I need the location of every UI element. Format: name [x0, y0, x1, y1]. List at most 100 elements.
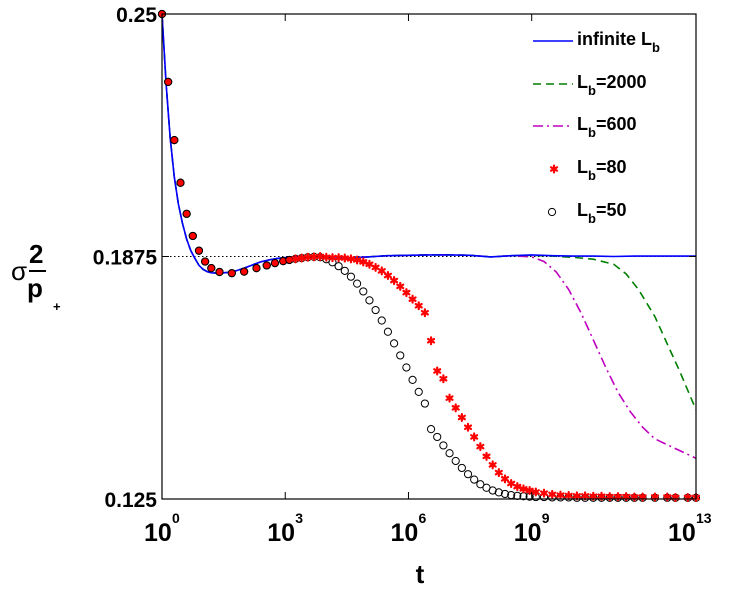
series-4-point — [476, 480, 485, 489]
series-3-point — [539, 488, 549, 498]
series-3-point — [201, 257, 210, 266]
series-3-point — [500, 474, 510, 484]
series-4-point — [365, 296, 374, 305]
series-3-point — [353, 255, 362, 265]
series-3-point — [207, 264, 216, 273]
series-3-point — [240, 267, 249, 276]
series-3-point — [215, 267, 224, 277]
legend-label: infinite Lb — [577, 29, 660, 55]
series-line-1 — [161, 13, 697, 411]
series-3-point — [340, 253, 349, 263]
series-3-point — [525, 485, 534, 495]
x-tick-label: 10 — [267, 519, 295, 547]
series-3-point — [445, 393, 454, 403]
x-tick-exponent: 6 — [418, 510, 426, 526]
series-4-point — [494, 488, 503, 497]
series-4-point — [420, 399, 429, 408]
series-3-point — [383, 271, 392, 281]
legend-symbol — [547, 207, 557, 217]
series-3-point — [371, 262, 380, 272]
y-tick-label: 0.1875 — [93, 247, 158, 270]
series-3-point — [507, 478, 516, 488]
series-3-point — [365, 259, 374, 269]
series-3-point — [297, 253, 306, 263]
series-4-point — [426, 425, 436, 434]
series-3-point — [309, 252, 319, 262]
series-3-point — [488, 460, 497, 470]
y-axis-label-p: p — [27, 273, 43, 303]
x-tick-label: 10 — [390, 519, 418, 547]
series-4-point — [371, 305, 380, 315]
series-4-point — [346, 272, 356, 281]
series-3-point — [683, 492, 692, 502]
series-4-point — [340, 266, 349, 275]
series-3-point — [402, 288, 411, 298]
y-axis-label-sigma: σ — [11, 256, 27, 286]
x-tick-exponent: 0 — [172, 510, 180, 526]
series-3-point — [291, 254, 300, 264]
series-4-point — [488, 486, 497, 495]
legend: infinite Lb Lb=2000 Lb=600 Lb=80 Lb=50 — [533, 29, 660, 226]
series-4-point — [334, 262, 343, 271]
legend-item-2: Lb=600 — [533, 114, 637, 140]
series-4-point — [402, 363, 411, 372]
series-3-point — [451, 403, 460, 413]
series-3-point — [581, 491, 590, 501]
x-tick-exponent: 13 — [696, 510, 712, 526]
series-3-point — [164, 77, 173, 87]
series-4-point — [470, 475, 479, 484]
series-3-point — [519, 484, 528, 494]
y-axis-label-exponent: 2 — [29, 239, 43, 269]
legend-item-0: infinite Lb — [533, 29, 660, 55]
series-3-point — [396, 281, 405, 291]
series-3-point — [564, 491, 573, 501]
series-3-point — [482, 451, 491, 461]
series-4-point — [457, 463, 466, 473]
series-3-point — [476, 442, 485, 452]
legend-symbol — [549, 164, 559, 174]
series-4-point — [389, 339, 399, 348]
legend-item-1: Lb=2000 — [533, 72, 647, 98]
series-4-point — [500, 489, 510, 499]
legend-label: Lb=50 — [577, 200, 627, 226]
series-3-point — [556, 490, 565, 500]
series-4-point — [463, 470, 473, 479]
series-3-point — [390, 276, 399, 286]
x-tick-label: 10 — [668, 519, 696, 547]
series-4-point — [433, 432, 442, 442]
y-tick-label: 0.25 — [116, 4, 157, 27]
series-3-point — [334, 253, 343, 263]
series-3-point — [322, 252, 331, 262]
y-tick-label: 0.125 — [104, 489, 157, 512]
series-3-point — [572, 491, 581, 501]
series-3-point — [439, 374, 448, 384]
series-3-point — [494, 468, 503, 478]
series-3-point — [463, 422, 473, 432]
series-layer — [157, 9, 701, 502]
series-3-point — [170, 136, 179, 145]
x-tick-label: 10 — [514, 519, 542, 547]
x-tick-exponent: 9 — [542, 510, 550, 526]
series-3-point — [457, 413, 466, 423]
series-3-point — [176, 178, 185, 187]
series-3-point — [433, 366, 442, 376]
series-3-point — [426, 336, 436, 346]
y-axis-label: σ 2 p + — [11, 239, 61, 314]
y-axis-label-plus: + — [53, 299, 61, 314]
series-4-point — [451, 456, 460, 466]
series-3-point — [270, 258, 280, 268]
series-3-point — [303, 252, 312, 262]
series-3-point — [531, 487, 540, 497]
legend-item-3: Lb=80 — [549, 157, 627, 183]
legend-item-4: Lb=50 — [547, 200, 627, 226]
series-3-point — [671, 492, 680, 502]
series-3-point — [359, 257, 368, 267]
series-3-point — [548, 489, 557, 499]
series-3-point — [346, 254, 356, 264]
series-3-point — [377, 266, 386, 276]
x-tick-label: 10 — [144, 519, 172, 547]
x-tick-exponent: 3 — [295, 510, 303, 526]
series-3-point — [408, 294, 417, 304]
